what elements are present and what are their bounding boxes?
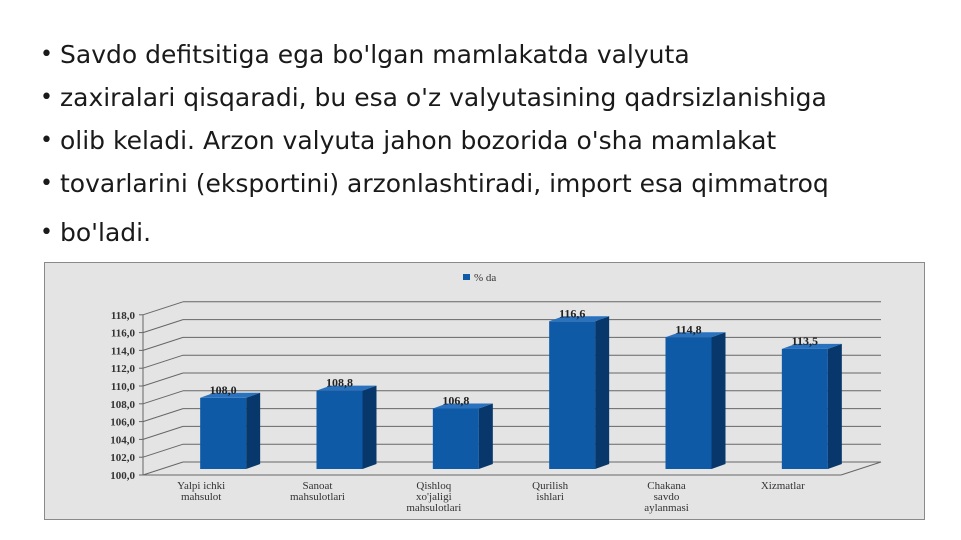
x-tick-label: Yalpi ichki — [177, 480, 225, 492]
y-tick-label: 100,0 — [110, 470, 135, 482]
x-tick-label: xo'jaligi — [416, 491, 452, 503]
y-tick-label: 118,0 — [111, 310, 136, 322]
data-label: 108,0 — [210, 383, 237, 397]
bar — [665, 337, 712, 469]
bar-side — [595, 316, 610, 469]
bar — [781, 348, 828, 469]
bar-side — [711, 332, 726, 469]
grid-diagonal — [142, 301, 184, 316]
bar-side — [362, 385, 377, 469]
y-tick-label: 104,0 — [110, 434, 135, 446]
bar — [549, 321, 596, 469]
x-tick-label: mahsulot — [181, 491, 221, 503]
grid-diagonal — [142, 390, 184, 405]
grid-diagonal — [142, 319, 184, 334]
grid-diagonal — [142, 408, 184, 423]
bar-side — [246, 392, 261, 469]
grid-diagonal — [142, 372, 184, 387]
y-tick-label: 106,0 — [110, 417, 135, 429]
y-tick-label: 116,0 — [111, 328, 136, 340]
y-tick-label: 102,0 — [110, 452, 135, 464]
legend-swatch — [463, 274, 470, 280]
data-label: 116,6 — [559, 306, 585, 320]
bar-top — [549, 316, 610, 322]
bar — [432, 408, 479, 469]
grid-diagonal — [142, 425, 184, 440]
y-tick-label: 112,0 — [111, 363, 136, 375]
x-tick-label: Xizmatlar — [761, 480, 805, 492]
grid-diagonal — [142, 443, 184, 458]
bullet-item: bo'ladi. — [28, 214, 829, 257]
bar-top — [432, 403, 493, 409]
bar-top — [200, 392, 261, 398]
bar-top — [781, 343, 842, 349]
x-tick-label: aylanmasi — [644, 502, 689, 514]
bar — [316, 390, 363, 469]
chart-image: % da 100,0 102,0 104,0 106,0 108,0 110,0 112,0 1… — [44, 262, 925, 520]
floor-edge — [840, 461, 882, 476]
y-tick-label: 110,0 — [111, 381, 136, 393]
x-tick-label: savdo — [654, 491, 680, 503]
bar-chart: % da 100,0 102,0 104,0 106,0 108,0 110,0 112,0 1… — [110, 272, 882, 514]
grid-diagonal — [142, 336, 184, 351]
bullet-item: olib keladi. Arzon valyuta jahon bozorid… — [28, 122, 829, 165]
bullet-list: Savdo defitsitiga ega bo'lgan mamlakatda… — [28, 36, 829, 257]
bar-top — [665, 332, 726, 338]
grid-diagonal — [142, 354, 184, 369]
data-label: 113,5 — [792, 334, 818, 348]
y-tick-label: 114,0 — [111, 345, 136, 357]
legend-label: % da — [474, 272, 496, 284]
data-label: 114,8 — [675, 322, 701, 336]
bar-top — [316, 385, 377, 391]
x-tick-label: ishlari — [536, 491, 564, 503]
data-label: 106,8 — [442, 393, 469, 407]
bar-side — [827, 343, 842, 469]
bullet-item: Savdo defitsitiga ega bo'lgan mamlakatda… — [28, 36, 829, 79]
x-tick-label: Sanoat — [303, 480, 333, 492]
x-tick-label: Qishloq — [416, 480, 451, 492]
x-tick-label: Chakana — [647, 480, 686, 492]
bar — [200, 397, 247, 469]
bullet-item: tovarlarini (eksportini) arzonlashtiradi… — [28, 165, 829, 208]
grid-diagonal — [142, 461, 184, 476]
bar-side — [478, 403, 493, 469]
data-label: 108,8 — [326, 376, 353, 390]
x-tick-label: Qurilish — [532, 480, 569, 492]
bullet-item: zaxiralari qisqaradi, bu esa o'z valyuta… — [28, 79, 829, 122]
x-tick-label: mahsulotlari — [406, 502, 461, 514]
y-tick-label: 108,0 — [110, 399, 135, 411]
x-tick-label: mahsulotlari — [290, 491, 345, 503]
